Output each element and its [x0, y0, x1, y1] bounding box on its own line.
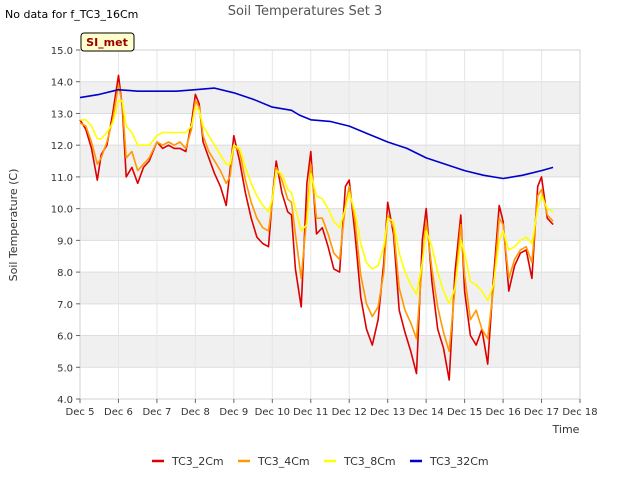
y-tick-label: 10.0 [51, 205, 73, 216]
grid-band [80, 335, 580, 368]
x-tick-label: Dec 9 [219, 407, 248, 418]
y-tick-label: 9.0 [57, 236, 73, 247]
y-tick-label: 5.0 [57, 363, 73, 374]
grid-band [80, 272, 580, 304]
legend-label: TC3_32Cm [429, 455, 489, 468]
x-tick-label: Dec 11 [293, 407, 328, 418]
x-tick-label: Dec 12 [332, 407, 367, 418]
y-tick-label: 11.0 [51, 173, 73, 184]
x-axis-label: Time [552, 423, 580, 436]
legend-label: TC3_4Cm [257, 455, 310, 468]
y-tick-label: 8.0 [57, 268, 73, 279]
x-tick-label: Dec 15 [447, 407, 482, 418]
no-data-note: No data for f_TC3_16Cm [5, 8, 138, 21]
series-line-tc3-2cm [79, 74, 554, 381]
x-tick-label: Dec 17 [524, 407, 559, 418]
x-tick-label: Dec 18 [562, 407, 597, 418]
badge-label: SI_met [86, 36, 128, 49]
x-tick-label: Dec 5 [66, 407, 95, 418]
plot-frame [79, 49, 581, 400]
series-line-tc3-4cm [79, 84, 554, 353]
x-tick-label: Dec 16 [485, 407, 520, 418]
x-tick-label: Dec 14 [409, 407, 444, 418]
series-line-tc3-8cm [80, 100, 554, 305]
y-tick-label: 14.0 [51, 78, 73, 89]
x-tick-label: Dec 6 [104, 407, 133, 418]
y-tick-label: 4.0 [57, 395, 73, 406]
legend: TC3_2Cm TC3_4Cm TC3_8Cm TC3_32Cm [152, 455, 489, 468]
x-tick-label: Dec 8 [181, 407, 210, 418]
y-tick-label: 7.0 [57, 300, 73, 311]
y-tick-label: 15.0 [51, 46, 73, 57]
y-tick-label: 6.0 [57, 332, 73, 343]
y-axis-label: Soil Temperature (C) [7, 169, 20, 282]
x-tick-label: Dec 13 [370, 407, 405, 418]
si-met-badge: SI_met [80, 32, 135, 52]
chart-title: Soil Temperatures Set 3 [228, 4, 383, 19]
y-tick-label: 13.0 [51, 109, 73, 120]
series-line-tc3-32cm [79, 87, 554, 180]
x-tick-label: Dec 10 [255, 407, 290, 418]
x-tick-label: Dec 7 [142, 407, 171, 418]
legend-label: TC3_2Cm [171, 455, 224, 468]
y-tick-label: 12.0 [51, 141, 73, 152]
legend-label: TC3_8Cm [343, 455, 396, 468]
grid-band [80, 81, 580, 114]
grid-band [80, 145, 580, 177]
